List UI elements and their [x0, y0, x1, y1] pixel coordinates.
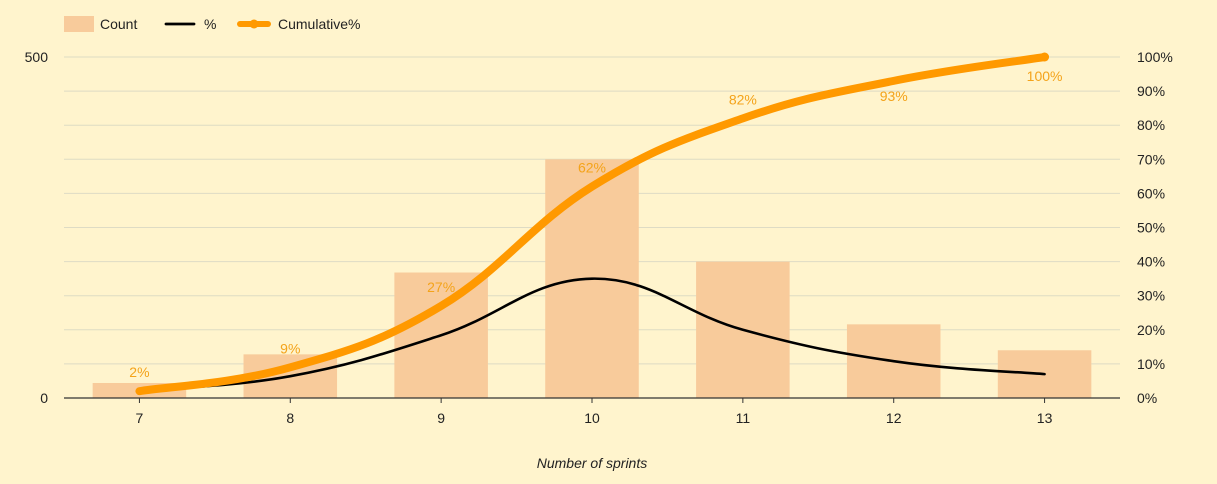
x-tick-label: 11	[736, 410, 751, 426]
x-tick-label: 13	[1037, 410, 1053, 426]
y-tick-label: 500	[25, 49, 49, 65]
x-tick-label: 9	[437, 410, 445, 426]
legend-label: Cumulative%	[278, 16, 360, 32]
y2-tick-label: 20%	[1137, 322, 1165, 338]
data-labels: 2% 9% 27% 62% 82% 93% 100%	[129, 68, 1062, 380]
cumulative-end-point	[1040, 52, 1050, 62]
cumulative-data-label: 9%	[280, 340, 300, 356]
y2-tick-label: 30%	[1137, 288, 1165, 304]
y-tick-label: 0	[40, 390, 48, 406]
y2-tick-label: 50%	[1137, 220, 1165, 236]
cumulative-data-label: 27%	[427, 279, 455, 295]
cumulative-data-label: 100%	[1027, 68, 1063, 84]
axes: 0% 10% 20% 30% 40% 50% 60% 70% 80% 90% 100% 0 500 7 8 9…	[25, 49, 1173, 426]
y2-tick-label: 90%	[1137, 83, 1165, 99]
cumulative-data-label: 82%	[729, 91, 757, 107]
legend-label: %	[204, 16, 216, 32]
x-tick-label: 10	[584, 410, 600, 426]
y2-tick-label: 10%	[1137, 356, 1165, 372]
legend-label: Count	[100, 16, 137, 32]
y2-tick-label: 60%	[1137, 185, 1165, 201]
legend-swatch-dot	[249, 19, 259, 29]
y2-tick-label: 100%	[1137, 49, 1173, 65]
cumulative-data-label: 62%	[578, 160, 606, 176]
y2-tick-label: 70%	[1137, 151, 1165, 167]
legend-swatch-count	[64, 16, 94, 32]
legend: Count% Cumulative%	[64, 16, 360, 32]
cumulative-data-label: 2%	[129, 364, 149, 380]
x-tick-label: 8	[286, 410, 294, 426]
cumulative-line	[135, 53, 1049, 396]
percent-line	[138, 277, 1046, 392]
y2-tick-label: 40%	[1137, 254, 1165, 270]
y2-tick-label: 80%	[1137, 117, 1165, 133]
x-axis-title: Number of sprints	[537, 455, 647, 471]
y2-tick-label: 0%	[1137, 390, 1157, 406]
lines	[135, 52, 1050, 396]
cumulative-data-label: 93%	[880, 88, 908, 104]
x-tick-label: 7	[136, 410, 144, 426]
x-tick-label: 12	[886, 410, 902, 426]
